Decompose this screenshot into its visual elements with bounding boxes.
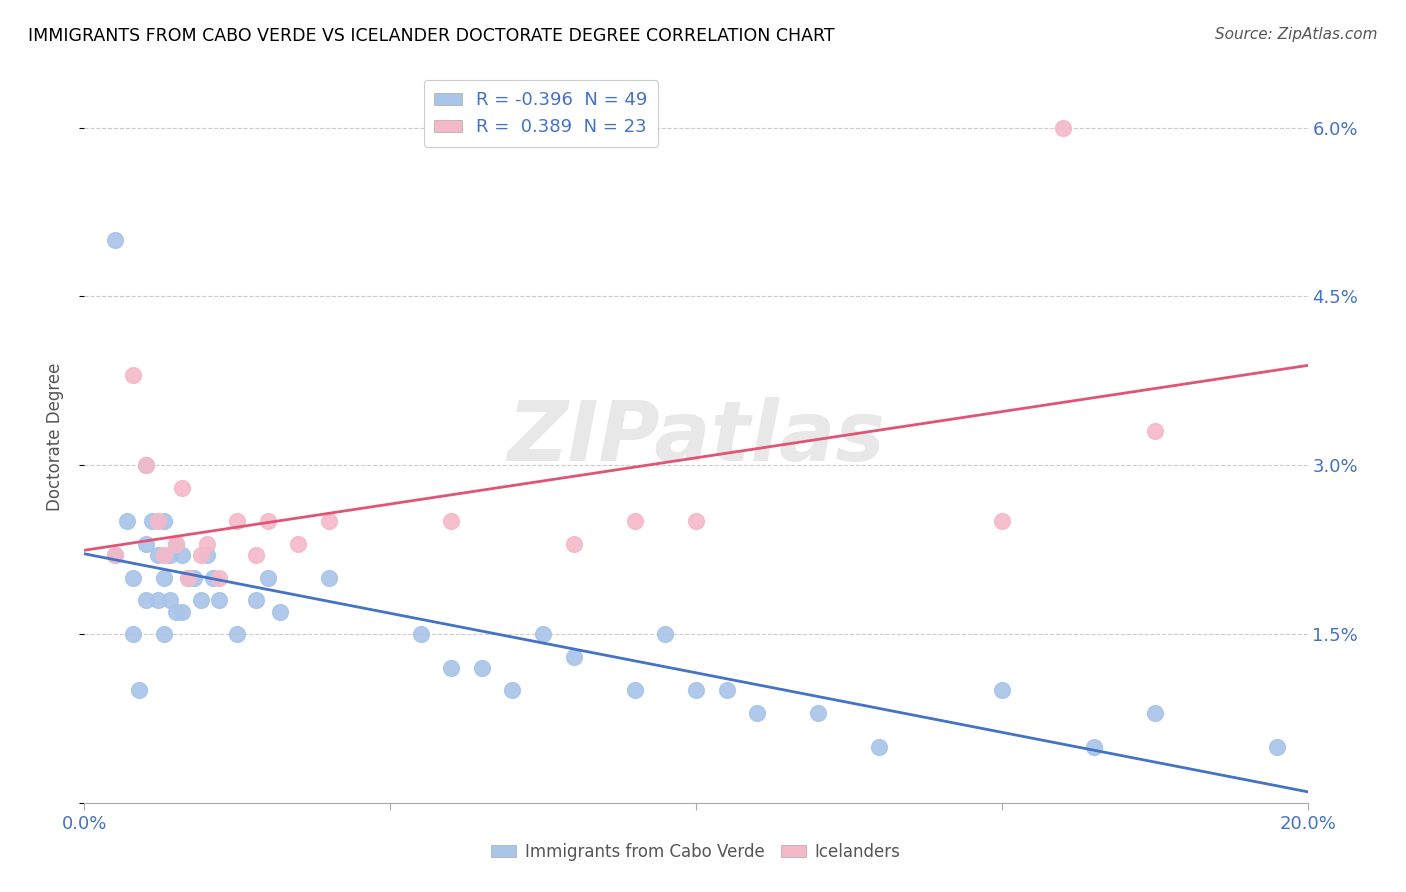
Point	[135, 458, 157, 473]
Point	[716, 683, 738, 698]
Point	[226, 515, 249, 529]
Point	[1083, 739, 1105, 754]
Point	[146, 593, 169, 607]
Point	[318, 571, 340, 585]
Point	[531, 627, 554, 641]
Text: IMMIGRANTS FROM CABO VERDE VS ICELANDER DOCTORATE DEGREE CORRELATION CHART: IMMIGRANTS FROM CABO VERDE VS ICELANDER …	[28, 27, 835, 45]
Point	[172, 548, 194, 562]
Point	[153, 515, 176, 529]
Point	[153, 571, 176, 585]
Point	[190, 593, 212, 607]
Point	[624, 683, 647, 698]
Point	[135, 593, 157, 607]
Point	[257, 515, 280, 529]
Point	[159, 593, 181, 607]
Point	[146, 515, 169, 529]
Point	[869, 739, 891, 754]
Point	[562, 537, 585, 551]
Point	[807, 706, 830, 720]
Point	[287, 537, 309, 551]
Point	[201, 571, 224, 585]
Point	[165, 537, 187, 551]
Point	[177, 571, 200, 585]
Point	[1052, 120, 1074, 135]
Text: ZIPatlas: ZIPatlas	[508, 397, 884, 477]
Point	[115, 515, 138, 529]
Point	[183, 571, 205, 585]
Point	[257, 571, 280, 585]
Point	[190, 548, 212, 562]
Y-axis label: Doctorate Degree: Doctorate Degree	[45, 363, 63, 511]
Point	[128, 683, 150, 698]
Point	[208, 593, 231, 607]
Point	[624, 515, 647, 529]
Point	[146, 548, 169, 562]
Point	[991, 515, 1014, 529]
Point	[245, 548, 267, 562]
Point	[471, 661, 494, 675]
Point	[141, 515, 163, 529]
Point	[172, 605, 194, 619]
Point	[1143, 706, 1166, 720]
Point	[440, 661, 463, 675]
Point	[122, 571, 145, 585]
Point	[122, 368, 145, 383]
Point	[104, 233, 127, 247]
Point	[177, 571, 200, 585]
Point	[562, 649, 585, 664]
Point	[685, 515, 707, 529]
Point	[208, 571, 231, 585]
Point	[409, 627, 432, 641]
Point	[159, 548, 181, 562]
Point	[104, 548, 127, 562]
Point	[1265, 739, 1288, 754]
Point	[654, 627, 676, 641]
Point	[195, 537, 218, 551]
Point	[165, 605, 187, 619]
Point	[226, 627, 249, 641]
Legend: Immigrants from Cabo Verde, Icelanders: Immigrants from Cabo Verde, Icelanders	[485, 837, 907, 868]
Point	[1143, 425, 1166, 439]
Point	[502, 683, 524, 698]
Point	[122, 627, 145, 641]
Point	[104, 548, 127, 562]
Point	[165, 537, 187, 551]
Point	[153, 627, 176, 641]
Point	[172, 481, 194, 495]
Point	[135, 537, 157, 551]
Point	[685, 683, 707, 698]
Point	[318, 515, 340, 529]
Point	[153, 548, 176, 562]
Text: Source: ZipAtlas.com: Source: ZipAtlas.com	[1215, 27, 1378, 42]
Point	[747, 706, 769, 720]
Point	[269, 605, 291, 619]
Point	[135, 458, 157, 473]
Point	[245, 593, 267, 607]
Point	[440, 515, 463, 529]
Point	[195, 548, 218, 562]
Point	[991, 683, 1014, 698]
